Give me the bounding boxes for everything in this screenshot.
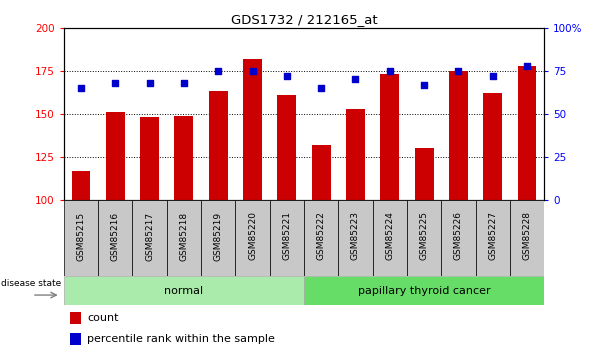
- Text: GSM85216: GSM85216: [111, 211, 120, 260]
- Bar: [381, 74, 399, 200]
- Point: [247, 68, 257, 73]
- Point: [145, 80, 154, 86]
- Bar: [167, 200, 201, 276]
- Bar: [441, 200, 475, 276]
- Text: GSM85215: GSM85215: [77, 211, 86, 260]
- Text: GSM85224: GSM85224: [385, 211, 394, 260]
- Point: [385, 68, 395, 73]
- Bar: [338, 200, 373, 276]
- Bar: [174, 116, 193, 200]
- Point: [419, 82, 429, 87]
- Bar: [475, 200, 510, 276]
- Bar: [72, 171, 91, 200]
- Point: [316, 85, 326, 91]
- Bar: [106, 112, 125, 200]
- Bar: [373, 200, 407, 276]
- Bar: [346, 109, 365, 200]
- Bar: [69, 312, 81, 324]
- Text: GSM85218: GSM85218: [179, 211, 188, 260]
- Bar: [98, 200, 133, 276]
- Bar: [517, 66, 536, 200]
- Bar: [449, 71, 468, 200]
- Text: disease state: disease state: [1, 279, 61, 288]
- Text: normal: normal: [164, 286, 204, 296]
- Bar: [209, 91, 227, 200]
- Bar: [415, 148, 434, 200]
- Bar: [235, 200, 270, 276]
- Text: GSM85219: GSM85219: [214, 211, 223, 260]
- Bar: [64, 200, 98, 276]
- Bar: [407, 200, 441, 276]
- Bar: [201, 200, 235, 276]
- Text: GSM85228: GSM85228: [522, 211, 531, 260]
- Text: GSM85225: GSM85225: [420, 211, 429, 260]
- Bar: [243, 59, 262, 200]
- Point: [522, 63, 532, 68]
- Text: GSM85221: GSM85221: [282, 211, 291, 260]
- Text: percentile rank within the sample: percentile rank within the sample: [87, 334, 275, 344]
- Point: [213, 68, 223, 73]
- Text: GSM85217: GSM85217: [145, 211, 154, 260]
- Text: GSM85222: GSM85222: [317, 211, 326, 260]
- Text: count: count: [87, 313, 119, 323]
- Bar: [270, 200, 304, 276]
- Bar: [304, 276, 544, 305]
- Text: GSM85226: GSM85226: [454, 211, 463, 260]
- Bar: [312, 145, 331, 200]
- Text: GSM85227: GSM85227: [488, 211, 497, 260]
- Text: GSM85220: GSM85220: [248, 211, 257, 260]
- Bar: [304, 200, 338, 276]
- Bar: [140, 117, 159, 200]
- Point: [282, 73, 292, 79]
- Point: [488, 73, 497, 79]
- Title: GDS1732 / 212165_at: GDS1732 / 212165_at: [230, 13, 378, 27]
- Point: [179, 80, 188, 86]
- Bar: [510, 200, 544, 276]
- Bar: [133, 200, 167, 276]
- Text: papillary thyroid cancer: papillary thyroid cancer: [358, 286, 491, 296]
- Point: [111, 80, 120, 86]
- Bar: [69, 333, 81, 345]
- Bar: [483, 93, 502, 200]
- Bar: [64, 276, 304, 305]
- Point: [454, 68, 463, 73]
- Point: [351, 77, 361, 82]
- Bar: [277, 95, 296, 200]
- Point: [76, 85, 86, 91]
- Text: GSM85223: GSM85223: [351, 211, 360, 260]
